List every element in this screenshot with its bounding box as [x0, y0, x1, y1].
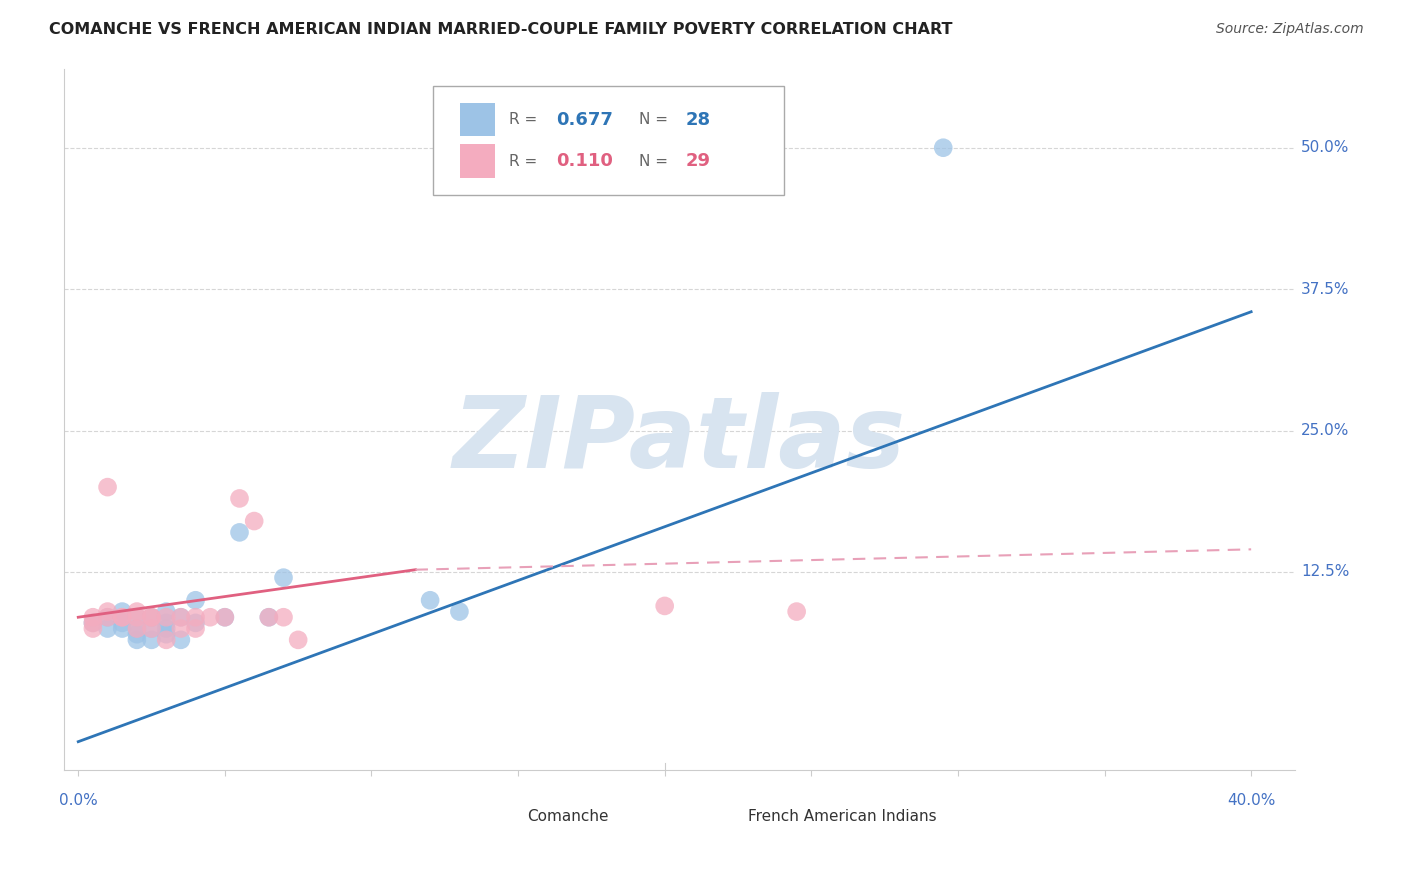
Point: [82, 615, 104, 630]
Point: [786, 605, 808, 619]
Text: 37.5%: 37.5%: [1301, 282, 1350, 297]
Point: [155, 632, 177, 647]
Text: 28: 28: [686, 111, 710, 128]
Point: [141, 622, 163, 636]
Point: [111, 615, 134, 630]
Text: 0.677: 0.677: [557, 111, 613, 128]
Point: [155, 610, 177, 624]
Point: [214, 610, 236, 624]
Text: 0.0%: 0.0%: [59, 793, 97, 807]
Point: [111, 610, 134, 624]
Point: [125, 610, 148, 624]
Text: 25.0%: 25.0%: [1301, 423, 1350, 438]
Point: [97, 610, 120, 624]
Text: N =: N =: [638, 112, 672, 127]
Point: [243, 514, 266, 528]
Point: [111, 610, 134, 624]
FancyBboxPatch shape: [460, 103, 495, 136]
Point: [932, 141, 955, 155]
Point: [273, 571, 295, 585]
Point: [184, 610, 207, 624]
Point: [125, 632, 148, 647]
Point: [125, 610, 148, 624]
Point: [184, 593, 207, 607]
Point: [170, 610, 193, 624]
Text: 0.110: 0.110: [557, 153, 613, 170]
Text: Source: ZipAtlas.com: Source: ZipAtlas.com: [1216, 22, 1364, 37]
Point: [82, 615, 104, 630]
Point: [257, 610, 280, 624]
Point: [125, 622, 148, 636]
Point: [125, 605, 148, 619]
Point: [97, 622, 120, 636]
Point: [654, 599, 676, 613]
Point: [97, 610, 120, 624]
Point: [198, 610, 221, 624]
Text: French American Indians: French American Indians: [748, 809, 936, 824]
Point: [228, 491, 250, 506]
Point: [184, 615, 207, 630]
Point: [141, 610, 163, 624]
Point: [125, 622, 148, 636]
Point: [257, 610, 280, 624]
Point: [97, 605, 120, 619]
Point: [155, 615, 177, 630]
Text: 50.0%: 50.0%: [1301, 140, 1350, 155]
Point: [170, 622, 193, 636]
Point: [170, 632, 193, 647]
FancyBboxPatch shape: [704, 803, 741, 831]
Point: [449, 605, 471, 619]
Text: N =: N =: [638, 153, 672, 169]
Point: [170, 610, 193, 624]
Point: [141, 632, 163, 647]
Point: [97, 480, 120, 494]
Point: [82, 622, 104, 636]
Text: COMANCHE VS FRENCH AMERICAN INDIAN MARRIED-COUPLE FAMILY POVERTY CORRELATION CHA: COMANCHE VS FRENCH AMERICAN INDIAN MARRI…: [49, 22, 953, 37]
Point: [141, 610, 163, 624]
FancyBboxPatch shape: [433, 86, 785, 194]
Point: [82, 610, 104, 624]
Point: [155, 605, 177, 619]
Point: [141, 622, 163, 636]
FancyBboxPatch shape: [460, 145, 495, 178]
Point: [111, 605, 134, 619]
Text: Comanche: Comanche: [527, 809, 609, 824]
Text: R =: R =: [509, 112, 543, 127]
Point: [125, 627, 148, 641]
Text: R =: R =: [509, 153, 543, 169]
Text: 29: 29: [686, 153, 710, 170]
Point: [273, 610, 295, 624]
Point: [155, 627, 177, 641]
Point: [419, 593, 441, 607]
Text: 12.5%: 12.5%: [1301, 565, 1350, 580]
Point: [228, 525, 250, 540]
Point: [287, 632, 309, 647]
Point: [184, 622, 207, 636]
Point: [214, 610, 236, 624]
Text: 40.0%: 40.0%: [1227, 793, 1275, 807]
Point: [141, 610, 163, 624]
Point: [155, 622, 177, 636]
Text: ZIPatlas: ZIPatlas: [453, 392, 905, 489]
Point: [111, 622, 134, 636]
FancyBboxPatch shape: [482, 803, 519, 831]
